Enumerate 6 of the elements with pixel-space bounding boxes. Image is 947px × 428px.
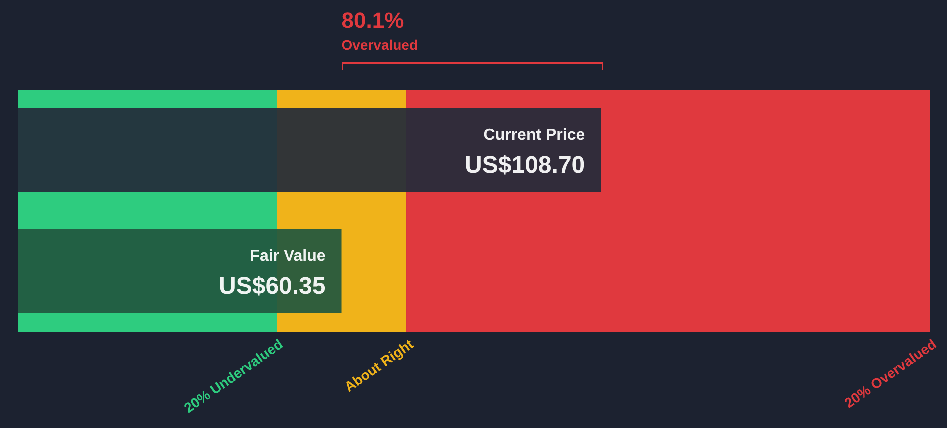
text: Overvalued xyxy=(342,37,418,53)
data-label: US$108.70 xyxy=(465,152,586,179)
data-label: US$60.35 xyxy=(219,273,326,300)
y-tick-label: Current Price xyxy=(484,127,586,144)
text: 80.1% xyxy=(342,8,404,34)
y-tick-label: Fair Value xyxy=(250,248,326,265)
